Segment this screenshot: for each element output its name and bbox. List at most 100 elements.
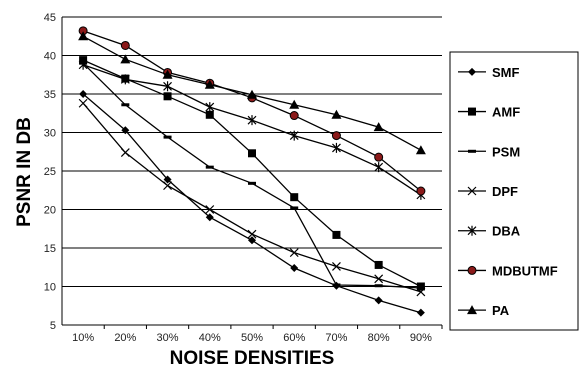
series-dpf	[78, 98, 426, 297]
data-point-pa	[162, 69, 173, 79]
data-point-smf	[163, 175, 172, 184]
legend-item-amf: AMF	[458, 105, 520, 120]
data-point-smf	[79, 90, 88, 98]
series-line-dpf	[82, 102, 422, 293]
data-point-dba	[205, 102, 215, 113]
data-point-dba	[163, 81, 172, 92]
legend-item-smf: SMF	[458, 65, 520, 80]
data-point-pa	[120, 54, 131, 64]
legend-item-pa: PA	[458, 303, 510, 318]
legend-label-mdbutmf: MDBUTMF	[492, 263, 558, 278]
legend-item-dpf: DPF	[458, 184, 518, 199]
data-point-mdbutmf	[416, 186, 426, 196]
y-tick-label: 5	[50, 320, 56, 332]
data-point-mdbutmf	[120, 40, 130, 50]
legend-item-mdbutmf: MDBUTMF	[458, 263, 558, 278]
y-tick-label: 40	[44, 51, 56, 63]
axes	[61, 17, 443, 329]
data-point-mdbutmf	[331, 131, 341, 141]
legend-label-dpf: DPF	[492, 184, 518, 199]
data-point-mdbutmf	[374, 152, 384, 162]
series-line-dba	[82, 64, 422, 196]
data-point-psm	[163, 135, 172, 139]
data-point-dba	[289, 130, 299, 141]
x-tick-label: 40%	[199, 332, 221, 344]
x-tick-label: 10%	[72, 332, 94, 344]
series-group	[78, 26, 426, 317]
data-point-smf	[121, 126, 130, 135]
y-tick-label: 30	[44, 128, 56, 140]
legend-marker-amf	[468, 107, 476, 116]
y-tick-label: 25	[44, 166, 56, 178]
y-tick-label: 20	[44, 205, 56, 217]
legend-marker-mdbutmf	[467, 265, 477, 275]
data-point-pa	[415, 145, 426, 155]
legend-label-amf: AMF	[492, 105, 520, 120]
y-tick-label: 10	[44, 282, 56, 294]
data-point-amf	[248, 149, 256, 158]
x-tick-labels: 10% 20% 30% 40% 50% 60% 70% 80% 90%	[72, 332, 432, 344]
data-point-dpf	[332, 262, 341, 271]
series-line-smf	[82, 93, 422, 314]
data-point-amf	[290, 193, 299, 202]
legend-label-pa: PA	[492, 303, 510, 318]
data-point-amf	[205, 110, 214, 119]
data-point-amf	[332, 230, 341, 239]
y-tick-label: 15	[44, 243, 56, 255]
data-point-dpf	[247, 229, 257, 239]
x-tick-label: 60%	[283, 332, 305, 344]
data-point-psm	[121, 103, 130, 107]
data-point-dba	[374, 162, 384, 173]
x-tick-label: 30%	[157, 332, 179, 344]
data-point-smf	[374, 296, 383, 305]
data-point-dpf	[416, 287, 426, 297]
y-tick-label: 35	[44, 89, 56, 101]
data-point-amf	[374, 260, 383, 269]
legend-marker-smf	[468, 67, 476, 76]
data-point-pa	[289, 99, 300, 109]
data-point-psm	[205, 165, 214, 169]
legend-marker-pa	[467, 305, 477, 315]
legend-label-smf: SMF	[492, 65, 520, 80]
data-point-smf	[416, 308, 425, 317]
data-point-pa	[247, 89, 257, 99]
legend-item-dba: DBA	[458, 224, 521, 239]
series-mdbutmf	[78, 26, 426, 196]
x-tick-label: 50%	[241, 332, 263, 344]
y-tick-labels: 5 10 15 20 25 30 35 40 45	[44, 12, 56, 332]
data-point-pa	[373, 122, 384, 132]
y-axis-title: PSNR IN DB	[14, 117, 35, 227]
data-point-dpf	[289, 248, 299, 258]
data-point-dpf	[205, 205, 215, 214]
data-point-dba	[332, 142, 341, 153]
data-point-pa	[204, 79, 215, 89]
data-point-psm	[290, 206, 299, 210]
data-point-pa	[331, 109, 342, 119]
series-pa	[78, 31, 426, 155]
legend-item-psm: PSM	[458, 144, 520, 159]
data-point-smf	[248, 236, 256, 245]
data-point-mdbutmf	[289, 111, 299, 121]
legend-label-psm: PSM	[492, 144, 520, 159]
data-point-dba	[120, 74, 130, 85]
data-point-dpf	[374, 274, 384, 284]
x-tick-label: 20%	[114, 332, 136, 344]
data-point-dpf	[163, 181, 172, 191]
legend-marker-psm	[468, 149, 476, 153]
data-point-amf	[416, 282, 425, 291]
data-point-smf	[290, 264, 299, 273]
data-point-dpf	[120, 148, 130, 157]
x-tick-label: 80%	[368, 332, 390, 344]
data-point-pa	[78, 31, 89, 41]
legend-label-dba: DBA	[492, 224, 521, 239]
legend-marker-dba	[467, 225, 477, 236]
x-tick-label: 70%	[325, 332, 347, 344]
data-point-psm	[416, 286, 425, 290]
data-point-amf	[163, 92, 172, 101]
data-point-smf	[205, 213, 214, 222]
legend: SMF AMF PSM DPF DBA MDBUTMF PA	[449, 51, 579, 331]
data-point-psm	[332, 283, 341, 287]
data-point-dba	[78, 59, 88, 70]
x-axis-title: NOISE DENSITIES	[170, 348, 335, 369]
